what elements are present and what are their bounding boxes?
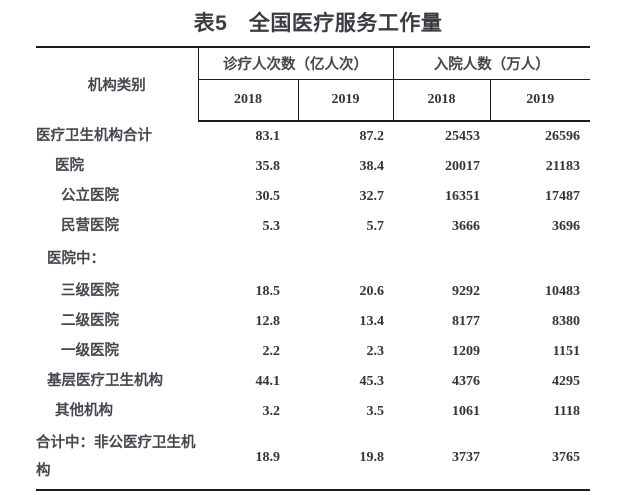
cell-value: 30.5 xyxy=(255,189,281,204)
cell-value: 38.4 xyxy=(359,159,385,174)
cell-value: 1151 xyxy=(552,344,580,359)
row-label: 合计中：非公医疗卫生机构 xyxy=(36,435,196,479)
cell-value: 1061 xyxy=(452,404,480,419)
cell-value: 8380 xyxy=(552,314,580,329)
cell-value: 18.9 xyxy=(255,450,281,465)
cell-value: 87.2 xyxy=(359,129,385,144)
table-row-hospitals: 医院 35.8 38.4 20017 21183 xyxy=(36,152,590,182)
cell-value xyxy=(198,242,298,277)
header-category: 机构类别 xyxy=(36,47,199,121)
header-group-row: 机构类别 诊疗人次数（亿人次） 入院人数（万人） xyxy=(36,47,590,121)
table-title: 表5 全国医疗服务工作量 xyxy=(193,12,443,35)
header-group-outpatient-visits: 诊疗人次数（亿人次） xyxy=(198,47,393,80)
cell-value: 10483 xyxy=(545,284,580,299)
row-label: 一级医院 xyxy=(61,343,119,360)
table-row-private-hospitals: 民营医院 5.3 5.7 3666 3696 xyxy=(36,212,590,242)
cell-value: 19.8 xyxy=(359,450,385,465)
cell-value: 26596 xyxy=(545,129,580,144)
header-year-outpatient-2018: 2018 xyxy=(198,79,298,122)
row-label: 医院中： xyxy=(47,250,105,267)
cell-value: 8177 xyxy=(452,314,480,329)
cell-value: 3.5 xyxy=(366,404,385,419)
cell-value: 20.6 xyxy=(359,284,385,299)
cell-value: 13.4 xyxy=(359,314,385,329)
table-row-primary-hospitals: 一级医院 2.2 2.3 1209 1151 xyxy=(36,337,590,367)
row-label: 民营医院 xyxy=(61,218,119,235)
cell-value: 21183 xyxy=(545,159,580,174)
cell-value xyxy=(393,242,490,277)
cell-value: 2.3 xyxy=(366,344,385,359)
cell-value: 18.5 xyxy=(255,284,281,299)
cell-value: 4295 xyxy=(552,374,580,389)
header-group-admissions: 入院人数（万人） xyxy=(392,47,590,80)
table-row-secondary-hospitals: 二级医院 12.8 13.4 8177 8380 xyxy=(36,307,590,337)
header-year-admission-2018: 2018 xyxy=(392,79,490,122)
row-label: 基层医疗卫生机构 xyxy=(47,373,163,390)
row-label: 二级医院 xyxy=(61,313,119,330)
cell-value: 4376 xyxy=(452,374,480,389)
cell-value: 83.1 xyxy=(255,129,281,144)
cell-value: 12.8 xyxy=(255,314,281,329)
cell-value xyxy=(298,242,393,277)
table-row-total: 医疗卫生机构合计 83.1 87.2 25453 26596 xyxy=(36,121,590,152)
cell-value: 3737 xyxy=(452,450,480,465)
table-header: 机构类别 诊疗人次数（亿人次） 入院人数（万人） 2018 2019 2018 … xyxy=(36,47,590,122)
row-label: 医院 xyxy=(55,158,84,175)
cell-value xyxy=(490,242,590,277)
cell-value: 20017 xyxy=(445,159,480,174)
cell-value: 2.2 xyxy=(262,344,281,359)
row-label: 公立医院 xyxy=(61,188,119,205)
cell-value: 32.7 xyxy=(359,189,385,204)
cell-value: 3.2 xyxy=(262,404,281,419)
cell-value: 1209 xyxy=(452,344,480,359)
cell-value: 3666 xyxy=(452,219,480,234)
table-row-other-institutions: 其他机构 3.2 3.5 1061 1118 xyxy=(36,397,590,427)
cell-value: 17487 xyxy=(545,189,580,204)
table-body: 医疗卫生机构合计 83.1 87.2 25453 26596 医院 35.8 3… xyxy=(36,121,590,490)
table-row-of-hospitals-heading: 医院中： xyxy=(36,242,590,277)
cell-value: 3765 xyxy=(552,450,580,465)
cell-value: 9292 xyxy=(452,284,480,299)
header-year-row: 2018 2019 2018 2019 xyxy=(36,79,590,122)
medical-service-workload-table: 机构类别 诊疗人次数（亿人次） 入院人数（万人） 2018 2019 2018 … xyxy=(36,46,590,491)
cell-value: 1118 xyxy=(553,404,580,419)
cell-value: 16351 xyxy=(445,189,480,204)
cell-value: 35.8 xyxy=(255,159,281,174)
header-year-outpatient-2019: 2019 xyxy=(297,79,393,122)
cell-value: 44.1 xyxy=(255,374,281,389)
cell-value: 3696 xyxy=(552,219,580,234)
cell-value: 45.3 xyxy=(359,374,385,389)
table-row-public-hospitals: 公立医院 30.5 32.7 16351 17487 xyxy=(36,182,590,212)
cell-value: 5.7 xyxy=(366,219,385,234)
table-row-non-public-institutions: 合计中：非公医疗卫生机构 18.9 19.8 3737 3765 xyxy=(36,427,590,490)
cell-value: 25453 xyxy=(445,129,480,144)
row-label: 其他机构 xyxy=(55,403,113,420)
table-row-grassroots-institutions: 基层医疗卫生机构 44.1 45.3 4376 4295 xyxy=(36,367,590,397)
cell-value: 5.3 xyxy=(262,219,281,234)
table-row-tertiary-hospitals: 三级医院 18.5 20.6 9292 10483 xyxy=(36,277,590,307)
row-label: 医疗卫生机构合计 xyxy=(36,127,152,144)
header-year-admission-2019: 2019 xyxy=(489,79,590,122)
row-label: 三级医院 xyxy=(61,283,119,300)
